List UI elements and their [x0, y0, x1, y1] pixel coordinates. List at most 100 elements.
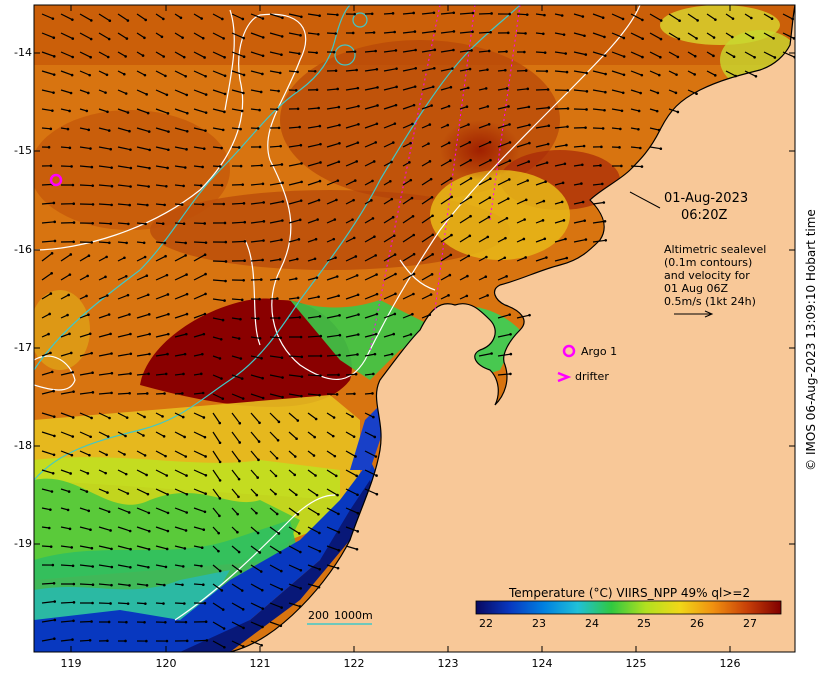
velocity-arrow-head: [524, 69, 528, 72]
velocity-arrow: [554, 238, 566, 243]
velocity-arrow: [193, 333, 205, 338]
velocity-arrow-head: [259, 278, 263, 281]
velocity-arrow-head: [391, 12, 395, 15]
velocity-arrow-head: [565, 70, 569, 74]
velocity-arrow-head: [165, 93, 169, 97]
velocity-arrow-head: [165, 474, 169, 477]
velocity-arrow-head: [488, 196, 492, 199]
velocity-arrow-head: [772, 36, 775, 40]
velocity-arrow-head: [604, 90, 607, 94]
velocity-arrow-head: [88, 638, 92, 642]
velocity-arrow: [269, 469, 277, 477]
velocity-arrow: [478, 159, 491, 167]
velocity-arrow-head: [523, 50, 526, 54]
velocity-arrow: [98, 146, 111, 150]
velocity-arrow-head: [603, 54, 607, 57]
velocity-arrow: [573, 238, 587, 243]
velocity-arrow: [516, 13, 528, 16]
velocity-arrow: [79, 545, 92, 549]
velocity-arrow-head: [122, 72, 126, 76]
velocity-arrow-head: [319, 354, 323, 358]
velocity-arrow: [364, 236, 375, 243]
velocity-arrow: [478, 178, 491, 186]
velocity-arrow-head: [70, 546, 74, 549]
velocity-arrow-head: [237, 146, 241, 149]
velocity-arrow-head: [374, 141, 378, 144]
velocity-arrow: [193, 583, 204, 586]
velocity-arrow-head: [104, 91, 107, 94]
velocity-arrow: [193, 165, 203, 168]
velocity-arrow: [250, 355, 262, 359]
velocity-arrow: [79, 431, 91, 438]
velocity-arrow-head: [183, 547, 187, 550]
velocity-arrow-head: [89, 55, 92, 59]
velocity-arrow-head: [449, 85, 453, 89]
velocity-arrow: [307, 469, 316, 476]
velocity-arrow: [459, 87, 469, 91]
velocity-arrow-head: [88, 453, 91, 457]
velocity-arrow: [174, 450, 187, 458]
velocity-arrow-head: [452, 48, 455, 52]
velocity-arrow-head: [393, 312, 397, 316]
velocity-arrow-head: [110, 166, 113, 169]
velocity-arrow-head: [659, 19, 663, 22]
velocity-arrow: [592, 13, 604, 19]
altimetry-note-line: Altimetric sealevel: [664, 243, 767, 256]
velocity-arrow: [269, 336, 281, 339]
lon-tick-label: 124: [531, 657, 553, 670]
velocity-arrow-head: [165, 273, 169, 277]
velocity-arrow-head: [89, 37, 93, 41]
velocity-arrow-head: [144, 602, 147, 605]
velocity-arrow: [155, 70, 166, 77]
velocity-arrow-head: [91, 221, 94, 225]
velocity-arrow: [41, 545, 52, 548]
velocity-arrow: [364, 141, 376, 148]
velocity-arrow-head: [257, 458, 260, 462]
velocity-arrow: [288, 488, 297, 496]
velocity-arrow: [231, 89, 244, 94]
colorbar-tick-label: 27: [743, 617, 757, 630]
velocity-arrow-head: [619, 127, 622, 131]
velocity-arrow-head: [262, 239, 265, 242]
velocity-arrow: [60, 51, 73, 58]
velocity-arrow-head: [294, 277, 298, 280]
velocity-arrow: [326, 469, 337, 477]
velocity-arrow-head: [562, 33, 566, 36]
velocity-arrow-head: [357, 313, 360, 316]
velocity-arrow: [535, 181, 546, 186]
velocity-arrow: [402, 30, 415, 34]
velocity-arrow: [421, 234, 434, 243]
velocity-arrow: [573, 164, 583, 167]
velocity-arrow-head: [541, 219, 545, 222]
velocity-arrow-head: [296, 107, 300, 111]
velocity-arrow-head: [110, 565, 114, 569]
velocity-arrow: [212, 51, 225, 58]
velocity-arrow-head: [147, 547, 151, 551]
velocity-arrow-head: [356, 293, 360, 297]
velocity-arrow: [288, 507, 299, 515]
velocity-arrow-head: [89, 147, 92, 150]
velocity-arrow-head: [657, 128, 661, 132]
velocity-arrow: [98, 13, 111, 22]
velocity-arrow: [478, 197, 491, 205]
velocity-arrow: [345, 180, 356, 186]
velocity-arrow: [60, 352, 72, 357]
velocity-arrow-head: [205, 639, 209, 642]
velocity-arrow-head: [144, 18, 148, 22]
velocity-arrow: [155, 313, 169, 319]
velocity-arrow-head: [392, 234, 396, 237]
velocity-arrow-head: [485, 255, 488, 259]
velocity-scale-arrow: [674, 310, 714, 318]
velocity-arrow: [212, 336, 222, 340]
velocity-arrow: [60, 601, 74, 604]
velocity-arrow-head: [70, 165, 73, 168]
velocity-arrow: [478, 50, 490, 53]
velocity-arrow: [573, 13, 584, 18]
velocity-arrow: [117, 583, 130, 586]
velocity-arrow: [155, 203, 165, 206]
velocity-arrow-head: [300, 375, 304, 378]
colorbar-tick-label: 23: [532, 617, 546, 630]
velocity-arrow-head: [357, 122, 360, 126]
velocity-arrow: [155, 293, 169, 300]
velocity-arrow-head: [525, 13, 529, 16]
